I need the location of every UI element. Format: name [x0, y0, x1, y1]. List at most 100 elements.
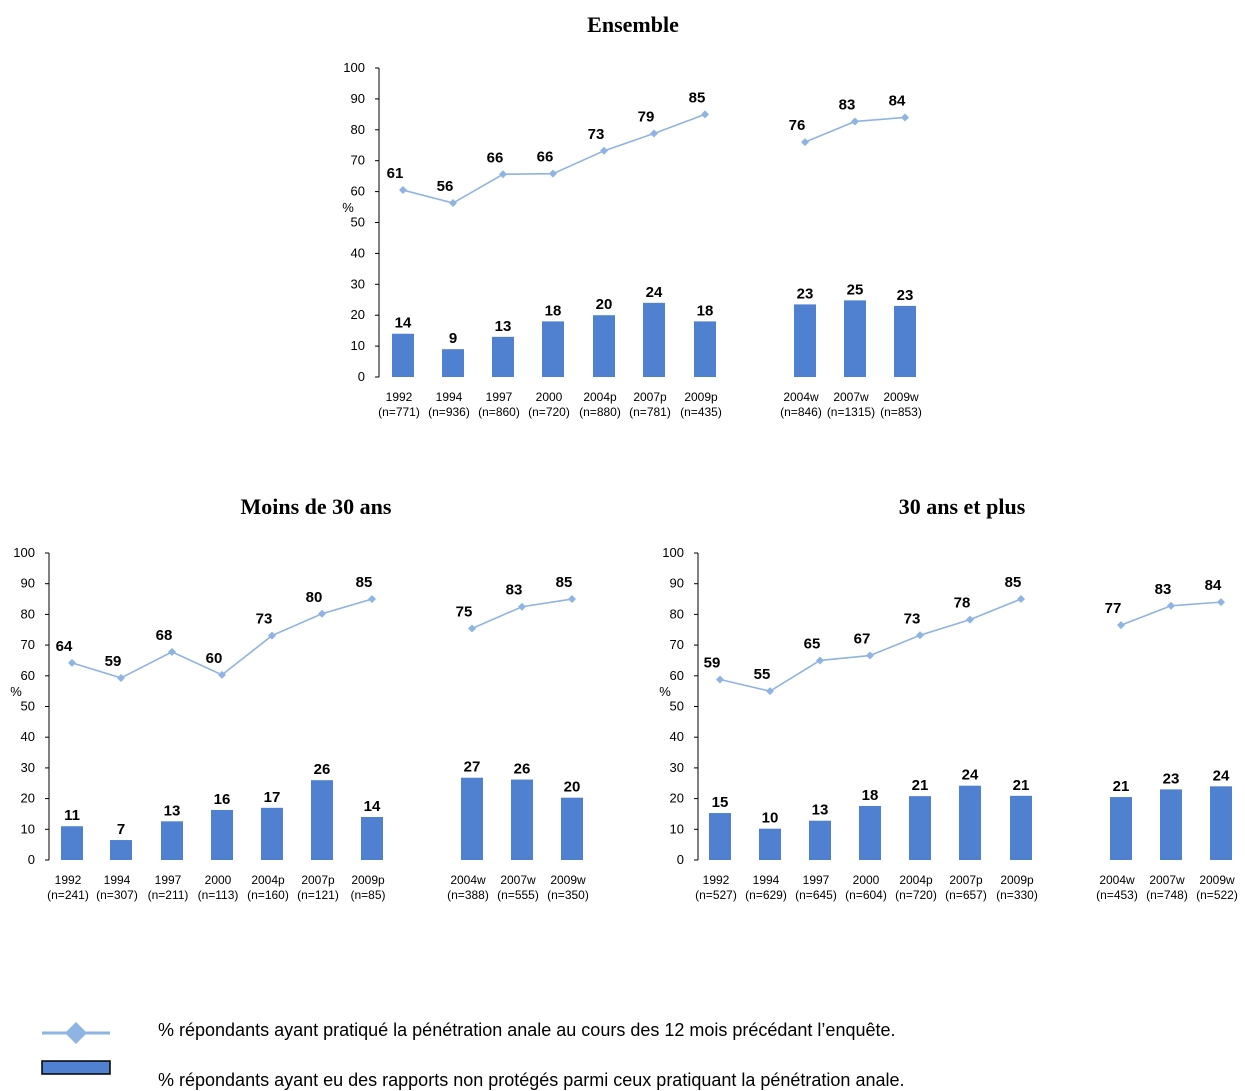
line-point [368, 595, 376, 604]
x-tick-sublabel: (n=720) [895, 888, 937, 902]
x-tick-sublabel: (n=350) [547, 888, 589, 902]
y-tick-label: 70 [351, 153, 365, 168]
bar-value-label: 26 [314, 761, 331, 778]
bar [794, 304, 816, 377]
bar [542, 321, 564, 377]
bar-value-label: 20 [564, 779, 581, 796]
x-tick-label: 1997 [486, 390, 513, 404]
line-value-label: 77 [1105, 600, 1122, 617]
line-value-label: 85 [356, 574, 373, 591]
bar-value-label: 24 [646, 284, 663, 301]
x-tick-sublabel: (n=748) [1146, 888, 1188, 902]
y-tick-label: 60 [21, 668, 35, 683]
line-point [851, 117, 859, 126]
y-tick-label: 40 [351, 245, 365, 260]
bar [1110, 797, 1132, 860]
line-point [816, 656, 824, 665]
bar-value-label: 13 [812, 802, 829, 819]
line-value-label: 59 [105, 653, 122, 670]
bar [1160, 789, 1182, 860]
x-tick-sublabel: (n=121) [297, 888, 339, 902]
line-point [866, 651, 874, 660]
line-value-label: 78 [954, 595, 971, 612]
line-value-label: 85 [556, 574, 573, 591]
y-tick-label: 90 [351, 91, 365, 106]
bar-value-label: 18 [862, 787, 879, 804]
legend-item-line: % répondants ayant pratiqué la pénétrati… [40, 1020, 1240, 1050]
x-tick-label: 1992 [55, 873, 82, 887]
x-tick-sublabel: (n=629) [745, 888, 787, 902]
x-tick-label: 2009w [883, 390, 919, 404]
legend-item-bar: % répondants ayant eu des rapports non p… [40, 1060, 1240, 1090]
line-value-label: 85 [689, 89, 706, 106]
line-value-label: 83 [506, 582, 523, 599]
bar-value-label: 18 [545, 302, 562, 319]
x-tick-sublabel: (n=160) [247, 888, 289, 902]
bar [593, 315, 615, 377]
x-tick-sublabel: (n=860) [478, 405, 520, 419]
chart-panel-ensemble: Ensemble 0 10 20 30 40 50 60 70 80 90 100% 14 9 13 18 2… [0, 0, 1245, 440]
bar-value-label: 13 [164, 802, 181, 819]
y-tick-label: 50 [351, 215, 365, 230]
x-tick-label: 2004w [450, 873, 486, 887]
bar-value-label: 21 [1013, 777, 1030, 794]
x-tick-label: 2000 [853, 873, 880, 887]
bar [261, 807, 283, 860]
line-point [518, 602, 526, 611]
bar [110, 840, 132, 860]
bar-value-label: 21 [912, 777, 929, 794]
y-tick-label: 0 [677, 852, 684, 867]
chart-panel-moins-30: Moins de 30 ans 0 10 20 30 40 50 60 70 80 90 100% 1… [10, 494, 589, 902]
chart-ensemble: 0 10 20 30 40 50 60 70 80 90 100% 14 9 13 18 20 24 18 23 25… [342, 60, 922, 419]
y-tick-label: 40 [21, 729, 35, 744]
bar-value-label: 16 [214, 791, 231, 808]
line-value-label: 67 [854, 631, 871, 648]
y-tick-label: 90 [21, 576, 35, 591]
bar [311, 780, 333, 860]
x-tick-sublabel: (n=522) [1196, 888, 1238, 902]
line-point [966, 615, 974, 624]
x-tick-label: 2004w [783, 390, 819, 404]
x-tick-label: 2007p [949, 873, 983, 887]
x-tick-sublabel: (n=435) [680, 405, 722, 419]
bar [894, 305, 916, 377]
line-value-label: 55 [754, 666, 771, 683]
y-tick-label: 30 [670, 760, 684, 775]
bar [709, 813, 731, 860]
line-value-label: 73 [904, 610, 921, 627]
line-value-label: 64 [56, 638, 73, 655]
y-axis-label: % [659, 684, 671, 699]
y-tick-label: 80 [21, 606, 35, 621]
line-point [766, 687, 774, 696]
x-tick-label: 2007w [833, 390, 869, 404]
bar [809, 820, 831, 860]
x-tick-sublabel: (n=211) [148, 888, 189, 902]
y-tick-label: 60 [351, 184, 365, 199]
bar [643, 302, 665, 377]
line-point [117, 673, 125, 682]
x-tick-sublabel: (n=1315) [827, 405, 875, 419]
y-tick-label: 100 [13, 545, 35, 560]
bar-value-label: 14 [395, 315, 412, 332]
line-point [568, 595, 576, 604]
x-tick-label: 1992 [386, 390, 413, 404]
bar-series-swatch [41, 1060, 111, 1075]
x-tick-label: 2007p [633, 390, 667, 404]
x-tick-sublabel: (n=657) [945, 888, 987, 902]
chart-title: Moins de 30 ans [240, 494, 392, 519]
bar-value-label: 13 [495, 318, 512, 335]
y-tick-label: 60 [670, 668, 684, 683]
bar [759, 828, 781, 860]
bar [211, 809, 233, 860]
bar-value-label: 20 [596, 296, 613, 313]
line-point [218, 670, 226, 679]
line-point [549, 169, 557, 178]
line-value-label: 66 [537, 149, 554, 166]
y-tick-label: 40 [670, 729, 684, 744]
x-tick-label: 1997 [803, 873, 830, 887]
y-tick-label: 50 [670, 699, 684, 714]
x-tick-sublabel: (n=453) [1096, 888, 1138, 902]
line-point [268, 631, 276, 640]
line-point [468, 624, 476, 633]
y-tick-label: 10 [351, 338, 365, 353]
